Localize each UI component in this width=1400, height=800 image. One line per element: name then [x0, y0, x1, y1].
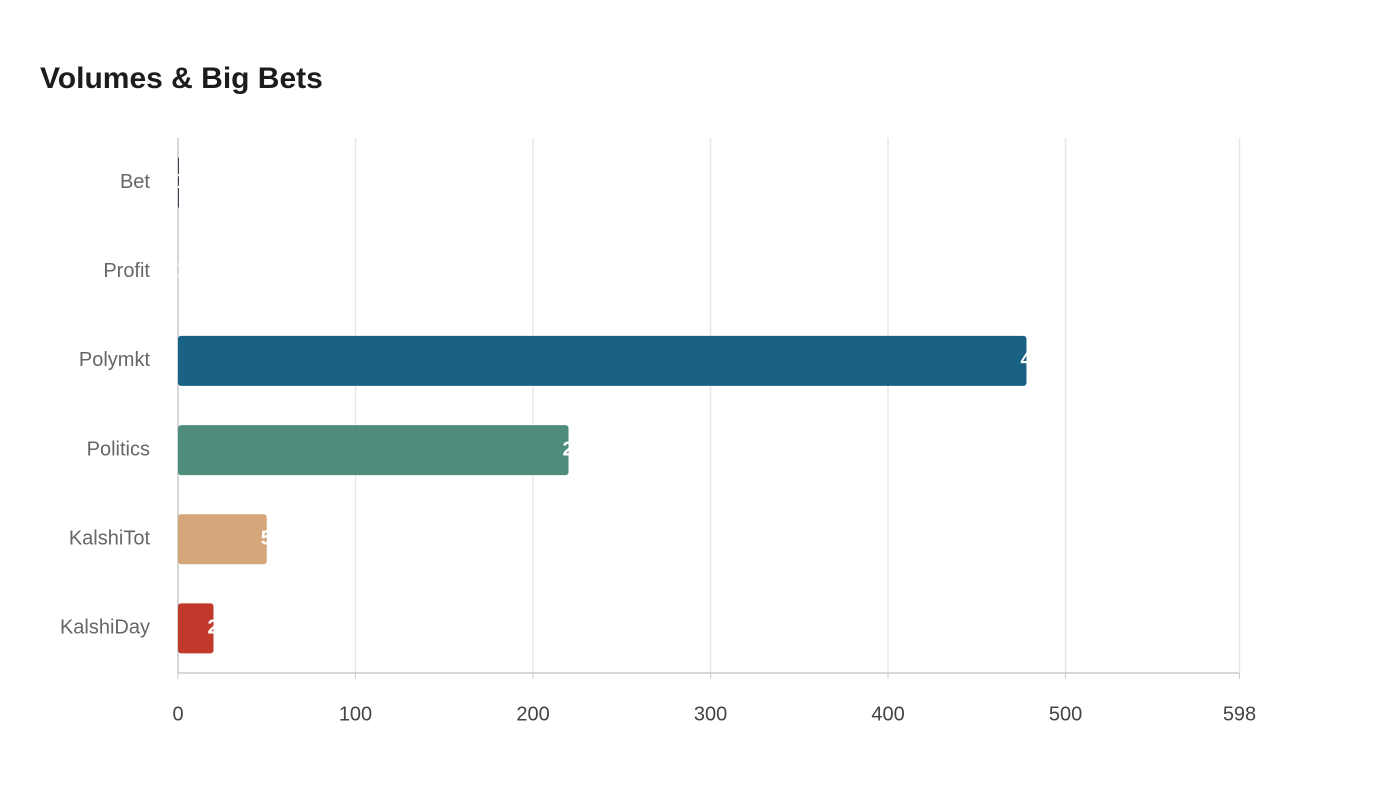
x-tick-label: 300: [694, 703, 727, 725]
bar: [178, 157, 179, 208]
value-label: 220: [563, 438, 596, 460]
x-tick-label: 598: [1223, 703, 1256, 725]
bar: [178, 603, 214, 654]
x-tick-label: 200: [516, 703, 549, 725]
x-tick-label: 500: [1049, 703, 1082, 725]
y-tick-label: KalshiDay: [60, 617, 150, 639]
bar: [178, 514, 267, 565]
value-label: 0.5: [173, 171, 201, 193]
y-tick-label: Profit: [103, 260, 150, 282]
value-label: 0: [172, 260, 183, 282]
bar: [178, 425, 569, 476]
y-tick-label: Bet: [120, 171, 150, 193]
y-tick-label: KalshiTot: [69, 528, 151, 550]
chart-title: Volumes & Big Bets: [40, 62, 323, 95]
x-tick-label: 0: [172, 703, 183, 725]
bar: [178, 335, 1027, 386]
value-label: 20: [208, 617, 230, 639]
y-tick-label: Politics: [87, 438, 150, 460]
value-label: 478: [1020, 349, 1053, 371]
y-tick-label: Polymkt: [79, 349, 151, 371]
x-tick-label: 100: [339, 703, 372, 725]
x-tick-label: 400: [871, 703, 904, 725]
value-label: 50: [261, 528, 283, 550]
